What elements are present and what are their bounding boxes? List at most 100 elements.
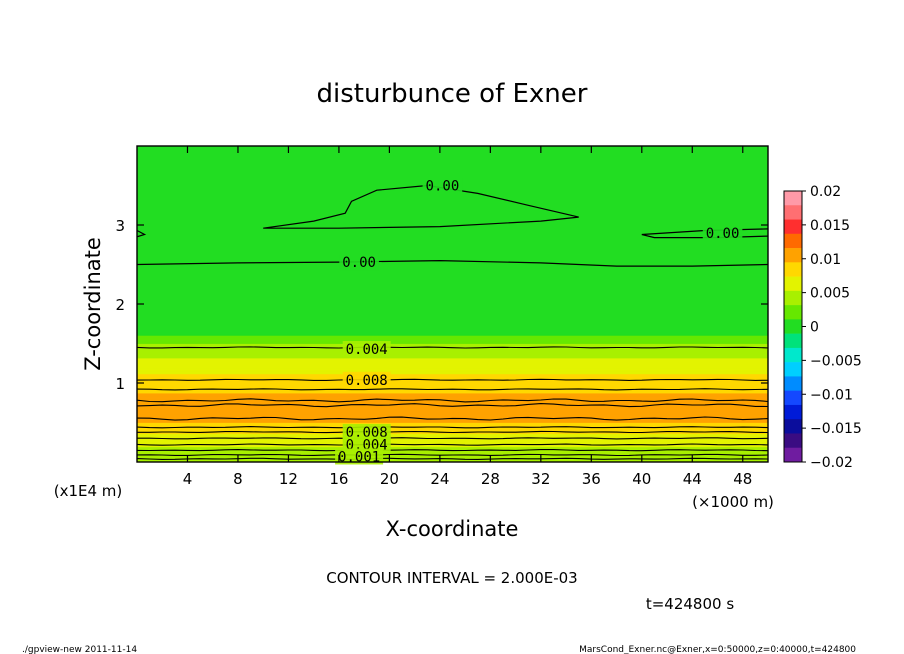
field-stratum: [137, 357, 768, 362]
colorbar-band: [784, 233, 802, 249]
colorbar-band: [784, 447, 802, 463]
field-stratum: [137, 381, 768, 385]
colorbar-band: [784, 319, 802, 334]
field-stratum: [137, 363, 768, 367]
contour-line: [137, 403, 768, 408]
field-stratum: [137, 402, 768, 406]
contour-label: 0.00: [706, 226, 740, 242]
colorbar-tick-label: 0: [810, 320, 819, 336]
contour-interval: CONTOUR INTERVAL = 2.000E-03: [326, 569, 577, 587]
colorbar-labels: 0.02 0.015 0.01 0.005 0 −0.005 −0.01 −0.015 −0.0…: [802, 184, 862, 471]
y-axis-label: Z-coordinate: [81, 237, 105, 371]
field-stratum: [137, 384, 768, 388]
colorbar-tick-label: −0.01: [810, 387, 853, 403]
field-stratum: [137, 340, 768, 343]
contour-line: [137, 437, 768, 440]
contour-label-bg: [339, 254, 379, 271]
colorbar-band: [784, 390, 802, 406]
footer-left: ./gpview-new 2011-11-14: [22, 645, 137, 654]
field-stratum: [137, 420, 768, 423]
y-axis-unit: (x1E4 m): [54, 482, 123, 500]
x-tick-label: 48: [733, 470, 752, 488]
field-stratum: [137, 353, 768, 356]
field-stratum: [137, 341, 768, 344]
y-tick-label: 2: [115, 296, 125, 314]
field-stratum: [137, 414, 768, 417]
x-tick-label: 16: [329, 470, 348, 488]
contour-line-zero-blob: [263, 184, 579, 229]
field-stratum: [137, 460, 768, 462]
contour-label: 0.00: [426, 179, 460, 195]
contour-lines: [137, 184, 768, 460]
field-stratum: [137, 368, 768, 372]
field-stratum: [137, 433, 768, 436]
contour-label-bg: [702, 224, 743, 241]
field-stratum: [137, 448, 768, 451]
contour-label: 0.001: [338, 449, 380, 465]
field-stratum: [137, 345, 768, 348]
contour-label-bg: [422, 177, 463, 194]
colorbar-tick-label: 0.015: [810, 218, 850, 234]
field-stratum: [137, 452, 768, 455]
field-stratum: [137, 360, 768, 364]
colorbar-band: [784, 333, 802, 349]
field-stratum: [137, 396, 768, 400]
x-tick-label: 12: [279, 470, 298, 488]
contour-line-zero: [137, 259, 768, 267]
colorbar-tick-label: −0.015: [810, 421, 862, 437]
field-stratum: [137, 411, 768, 415]
field-stratum: [137, 376, 768, 380]
field-stratum: [137, 350, 768, 353]
field-stratum: [137, 351, 768, 355]
field-stratum: [137, 435, 768, 438]
x-axis-ticks: 4 8 12 16 20 24 28 32 36 40 44 48: [183, 146, 752, 488]
field-stratum: [137, 438, 768, 441]
contour-label: 0.00: [342, 255, 376, 271]
time-stamp: t=424800 s: [646, 595, 734, 613]
field-stratum: [137, 373, 768, 377]
field-stratum: [137, 365, 768, 369]
contour-line: [137, 449, 768, 452]
contour-line: [137, 453, 768, 457]
colorbar-band: [784, 347, 802, 363]
field-stratum: [137, 338, 768, 341]
y-tick-label: 1: [115, 375, 125, 393]
contour-label-bg: [342, 423, 391, 440]
field-stratum: [137, 355, 768, 359]
field-fill: [137, 146, 768, 462]
field-stratum: [137, 335, 768, 338]
field-stratum: [137, 334, 768, 335]
contour-line-zero-left: [137, 229, 147, 238]
colorbar-band: [784, 433, 802, 449]
colorbar-band: [784, 290, 802, 306]
field-stratum: [137, 436, 768, 439]
field-stratum: [137, 343, 768, 346]
field-stratum: [137, 455, 768, 458]
field-stratum: [137, 348, 768, 351]
y-tick-label: 3: [115, 217, 125, 235]
colorbar-band: [784, 205, 802, 220]
y-axis-ticks: 1 2 3: [115, 217, 768, 393]
contour-line: [137, 388, 768, 391]
field-stratum: [137, 371, 768, 375]
field-stratum: [137, 445, 768, 448]
field-stratum: [137, 430, 768, 433]
contour-label-bg: [335, 448, 384, 465]
contour-line: [137, 426, 768, 429]
colorbar-tick-label: 0.005: [810, 286, 850, 302]
colorbar-band: [784, 191, 802, 206]
contour-label: 0.008: [346, 373, 388, 389]
colorbar: [783, 190, 803, 463]
field-stratum: [137, 422, 768, 425]
field-stratum: [137, 337, 768, 340]
colorbar-tick-label: 0.01: [810, 252, 841, 268]
colorbar-band: [784, 376, 802, 391]
colorbar-band: [784, 276, 802, 292]
x-tick-label: 20: [380, 470, 399, 488]
field-stratum: [137, 407, 768, 410]
field-stratum: [137, 441, 768, 444]
contour-line: [137, 398, 768, 403]
field-stratum: [137, 446, 768, 449]
colorbar-tick-label: −0.005: [810, 353, 862, 369]
